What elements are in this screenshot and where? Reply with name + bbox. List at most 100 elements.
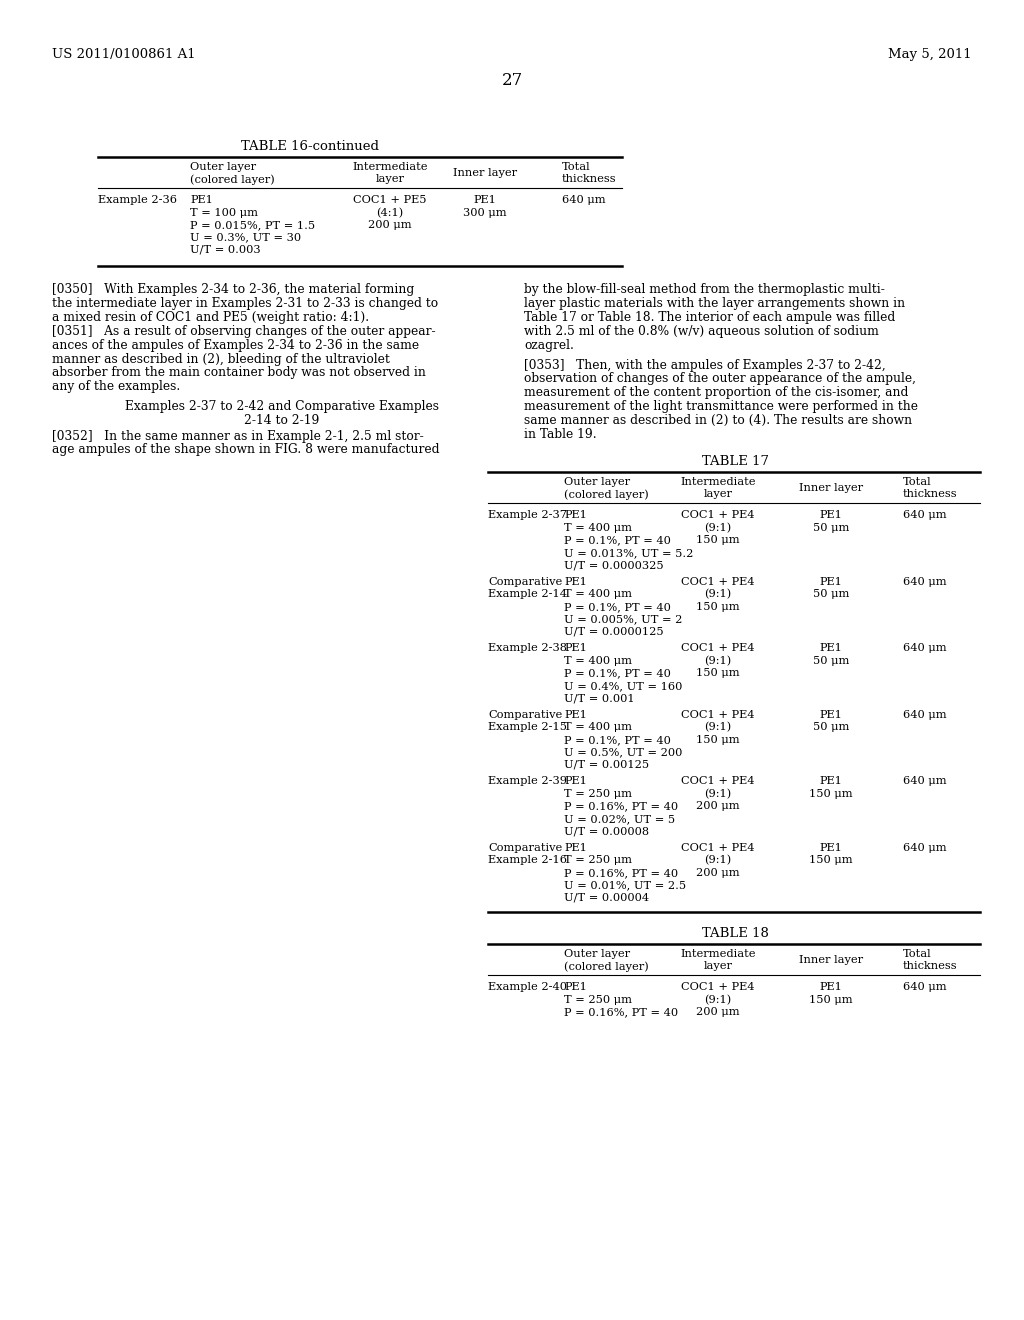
Text: COC1 + PE4: COC1 + PE4: [681, 982, 755, 993]
Text: in Table 19.: in Table 19.: [524, 428, 597, 441]
Text: (4:1): (4:1): [377, 207, 403, 218]
Text: U/T = 0.00008: U/T = 0.00008: [564, 826, 649, 837]
Text: by the blow-fill-seal method from the thermoplastic multi-: by the blow-fill-seal method from the th…: [524, 284, 885, 297]
Text: TABLE 18: TABLE 18: [701, 928, 768, 940]
Text: U/T = 0.0000325: U/T = 0.0000325: [564, 560, 664, 570]
Text: Total: Total: [562, 162, 591, 172]
Text: TABLE 16-continued: TABLE 16-continued: [241, 140, 379, 153]
Text: 150 μm: 150 μm: [696, 536, 739, 545]
Text: 640 μm: 640 μm: [562, 195, 605, 205]
Text: Example 2-40: Example 2-40: [488, 982, 567, 993]
Text: Total: Total: [903, 478, 932, 487]
Text: T = 400 μm: T = 400 μm: [564, 656, 632, 665]
Text: any of the examples.: any of the examples.: [52, 380, 180, 393]
Text: T = 250 μm: T = 250 μm: [564, 995, 632, 1005]
Text: PE1: PE1: [819, 982, 843, 993]
Text: PE1: PE1: [819, 776, 843, 787]
Text: Example 2-36: Example 2-36: [98, 195, 177, 205]
Text: PE1: PE1: [473, 195, 497, 205]
Text: T = 250 μm: T = 250 μm: [564, 855, 632, 866]
Text: PE1: PE1: [564, 842, 587, 853]
Text: thickness: thickness: [903, 961, 957, 972]
Text: (9:1): (9:1): [705, 656, 731, 667]
Text: layer plastic materials with the layer arrangements shown in: layer plastic materials with the layer a…: [524, 297, 905, 310]
Text: T = 100 μm: T = 100 μm: [190, 207, 258, 218]
Text: T = 400 μm: T = 400 μm: [564, 722, 632, 733]
Text: with 2.5 ml of the 0.8% (w/v) aqueous solution of sodium: with 2.5 ml of the 0.8% (w/v) aqueous so…: [524, 325, 879, 338]
Text: same manner as described in (2) to (4). The results are shown: same manner as described in (2) to (4). …: [524, 413, 912, 426]
Text: U/T = 0.0000125: U/T = 0.0000125: [564, 627, 664, 636]
Text: 150 μm: 150 μm: [809, 789, 853, 799]
Text: 150 μm: 150 μm: [696, 735, 739, 744]
Text: a mixed resin of COC1 and PE5 (weight ratio: 4:1).: a mixed resin of COC1 and PE5 (weight ra…: [52, 312, 369, 325]
Text: layer: layer: [376, 174, 404, 183]
Text: 640 μm: 640 μm: [903, 577, 946, 587]
Text: Outer layer: Outer layer: [564, 478, 630, 487]
Text: 640 μm: 640 μm: [903, 710, 946, 719]
Text: P = 0.1%, PT = 40: P = 0.1%, PT = 40: [564, 668, 671, 678]
Text: U = 0.005%, UT = 2: U = 0.005%, UT = 2: [564, 614, 682, 624]
Text: COC1 + PE4: COC1 + PE4: [681, 776, 755, 787]
Text: (colored layer): (colored layer): [190, 174, 274, 185]
Text: U = 0.5%, UT = 200: U = 0.5%, UT = 200: [564, 747, 682, 758]
Text: COC1 + PE5: COC1 + PE5: [353, 195, 427, 205]
Text: Table 17 or Table 18. The interior of each ampule was filled: Table 17 or Table 18. The interior of ea…: [524, 312, 895, 325]
Text: (9:1): (9:1): [705, 722, 731, 733]
Text: Example 2-14: Example 2-14: [488, 589, 567, 599]
Text: (colored layer): (colored layer): [564, 490, 649, 500]
Text: PE1: PE1: [564, 511, 587, 520]
Text: Comparative: Comparative: [488, 577, 562, 587]
Text: 27: 27: [502, 73, 522, 88]
Text: 2-14 to 2-19: 2-14 to 2-19: [245, 413, 319, 426]
Text: P = 0.16%, PT = 40: P = 0.16%, PT = 40: [564, 1007, 678, 1018]
Text: P = 0.16%, PT = 40: P = 0.16%, PT = 40: [564, 867, 678, 878]
Text: 50 μm: 50 μm: [813, 656, 849, 665]
Text: U/T = 0.00125: U/T = 0.00125: [564, 760, 649, 770]
Text: (colored layer): (colored layer): [564, 961, 649, 972]
Text: 50 μm: 50 μm: [813, 589, 849, 599]
Text: Outer layer: Outer layer: [190, 162, 256, 172]
Text: measurement of the light transmittance were performed in the: measurement of the light transmittance w…: [524, 400, 918, 413]
Text: (9:1): (9:1): [705, 523, 731, 533]
Text: Inner layer: Inner layer: [799, 956, 863, 965]
Text: Total: Total: [903, 949, 932, 960]
Text: 150 μm: 150 μm: [809, 855, 853, 866]
Text: PE1: PE1: [564, 776, 587, 787]
Text: U = 0.3%, UT = 30: U = 0.3%, UT = 30: [190, 232, 301, 243]
Text: COC1 + PE4: COC1 + PE4: [681, 577, 755, 587]
Text: (9:1): (9:1): [705, 855, 731, 866]
Text: T = 400 μm: T = 400 μm: [564, 589, 632, 599]
Text: age ampules of the shape shown in FIG. 8 were manufactured: age ampules of the shape shown in FIG. 8…: [52, 444, 439, 457]
Text: ances of the ampules of Examples 2-34 to 2-36 in the same: ances of the ampules of Examples 2-34 to…: [52, 339, 419, 351]
Text: layer: layer: [703, 961, 732, 972]
Text: U/T = 0.001: U/T = 0.001: [564, 693, 635, 704]
Text: Example 2-39: Example 2-39: [488, 776, 567, 787]
Text: PE1: PE1: [564, 577, 587, 587]
Text: P = 0.16%, PT = 40: P = 0.16%, PT = 40: [564, 801, 678, 812]
Text: Intermediate: Intermediate: [352, 162, 428, 172]
Text: thickness: thickness: [903, 490, 957, 499]
Text: thickness: thickness: [562, 174, 616, 183]
Text: Example 2-15: Example 2-15: [488, 722, 567, 733]
Text: PE1: PE1: [819, 577, 843, 587]
Text: Inner layer: Inner layer: [799, 483, 863, 494]
Text: 150 μm: 150 μm: [809, 995, 853, 1005]
Text: TABLE 17: TABLE 17: [701, 455, 768, 469]
Text: 50 μm: 50 μm: [813, 722, 849, 733]
Text: COC1 + PE4: COC1 + PE4: [681, 511, 755, 520]
Text: T = 400 μm: T = 400 μm: [564, 523, 632, 533]
Text: [0351]   As a result of observing changes of the outer appear-: [0351] As a result of observing changes …: [52, 325, 435, 338]
Text: manner as described in (2), bleeding of the ultraviolet: manner as described in (2), bleeding of …: [52, 352, 390, 366]
Text: 150 μm: 150 μm: [696, 668, 739, 678]
Text: U = 0.013%, UT = 5.2: U = 0.013%, UT = 5.2: [564, 548, 693, 558]
Text: 640 μm: 640 μm: [903, 842, 946, 853]
Text: US 2011/0100861 A1: US 2011/0100861 A1: [52, 48, 196, 61]
Text: measurement of the content proportion of the cis-isomer, and: measurement of the content proportion of…: [524, 387, 908, 399]
Text: COC1 + PE4: COC1 + PE4: [681, 710, 755, 719]
Text: Example 2-37: Example 2-37: [488, 511, 567, 520]
Text: 200 μm: 200 μm: [696, 1007, 739, 1018]
Text: COC1 + PE4: COC1 + PE4: [681, 842, 755, 853]
Text: (9:1): (9:1): [705, 995, 731, 1005]
Text: [0350]   With Examples 2-34 to 2-36, the material forming: [0350] With Examples 2-34 to 2-36, the m…: [52, 284, 415, 297]
Text: PE1: PE1: [564, 710, 587, 719]
